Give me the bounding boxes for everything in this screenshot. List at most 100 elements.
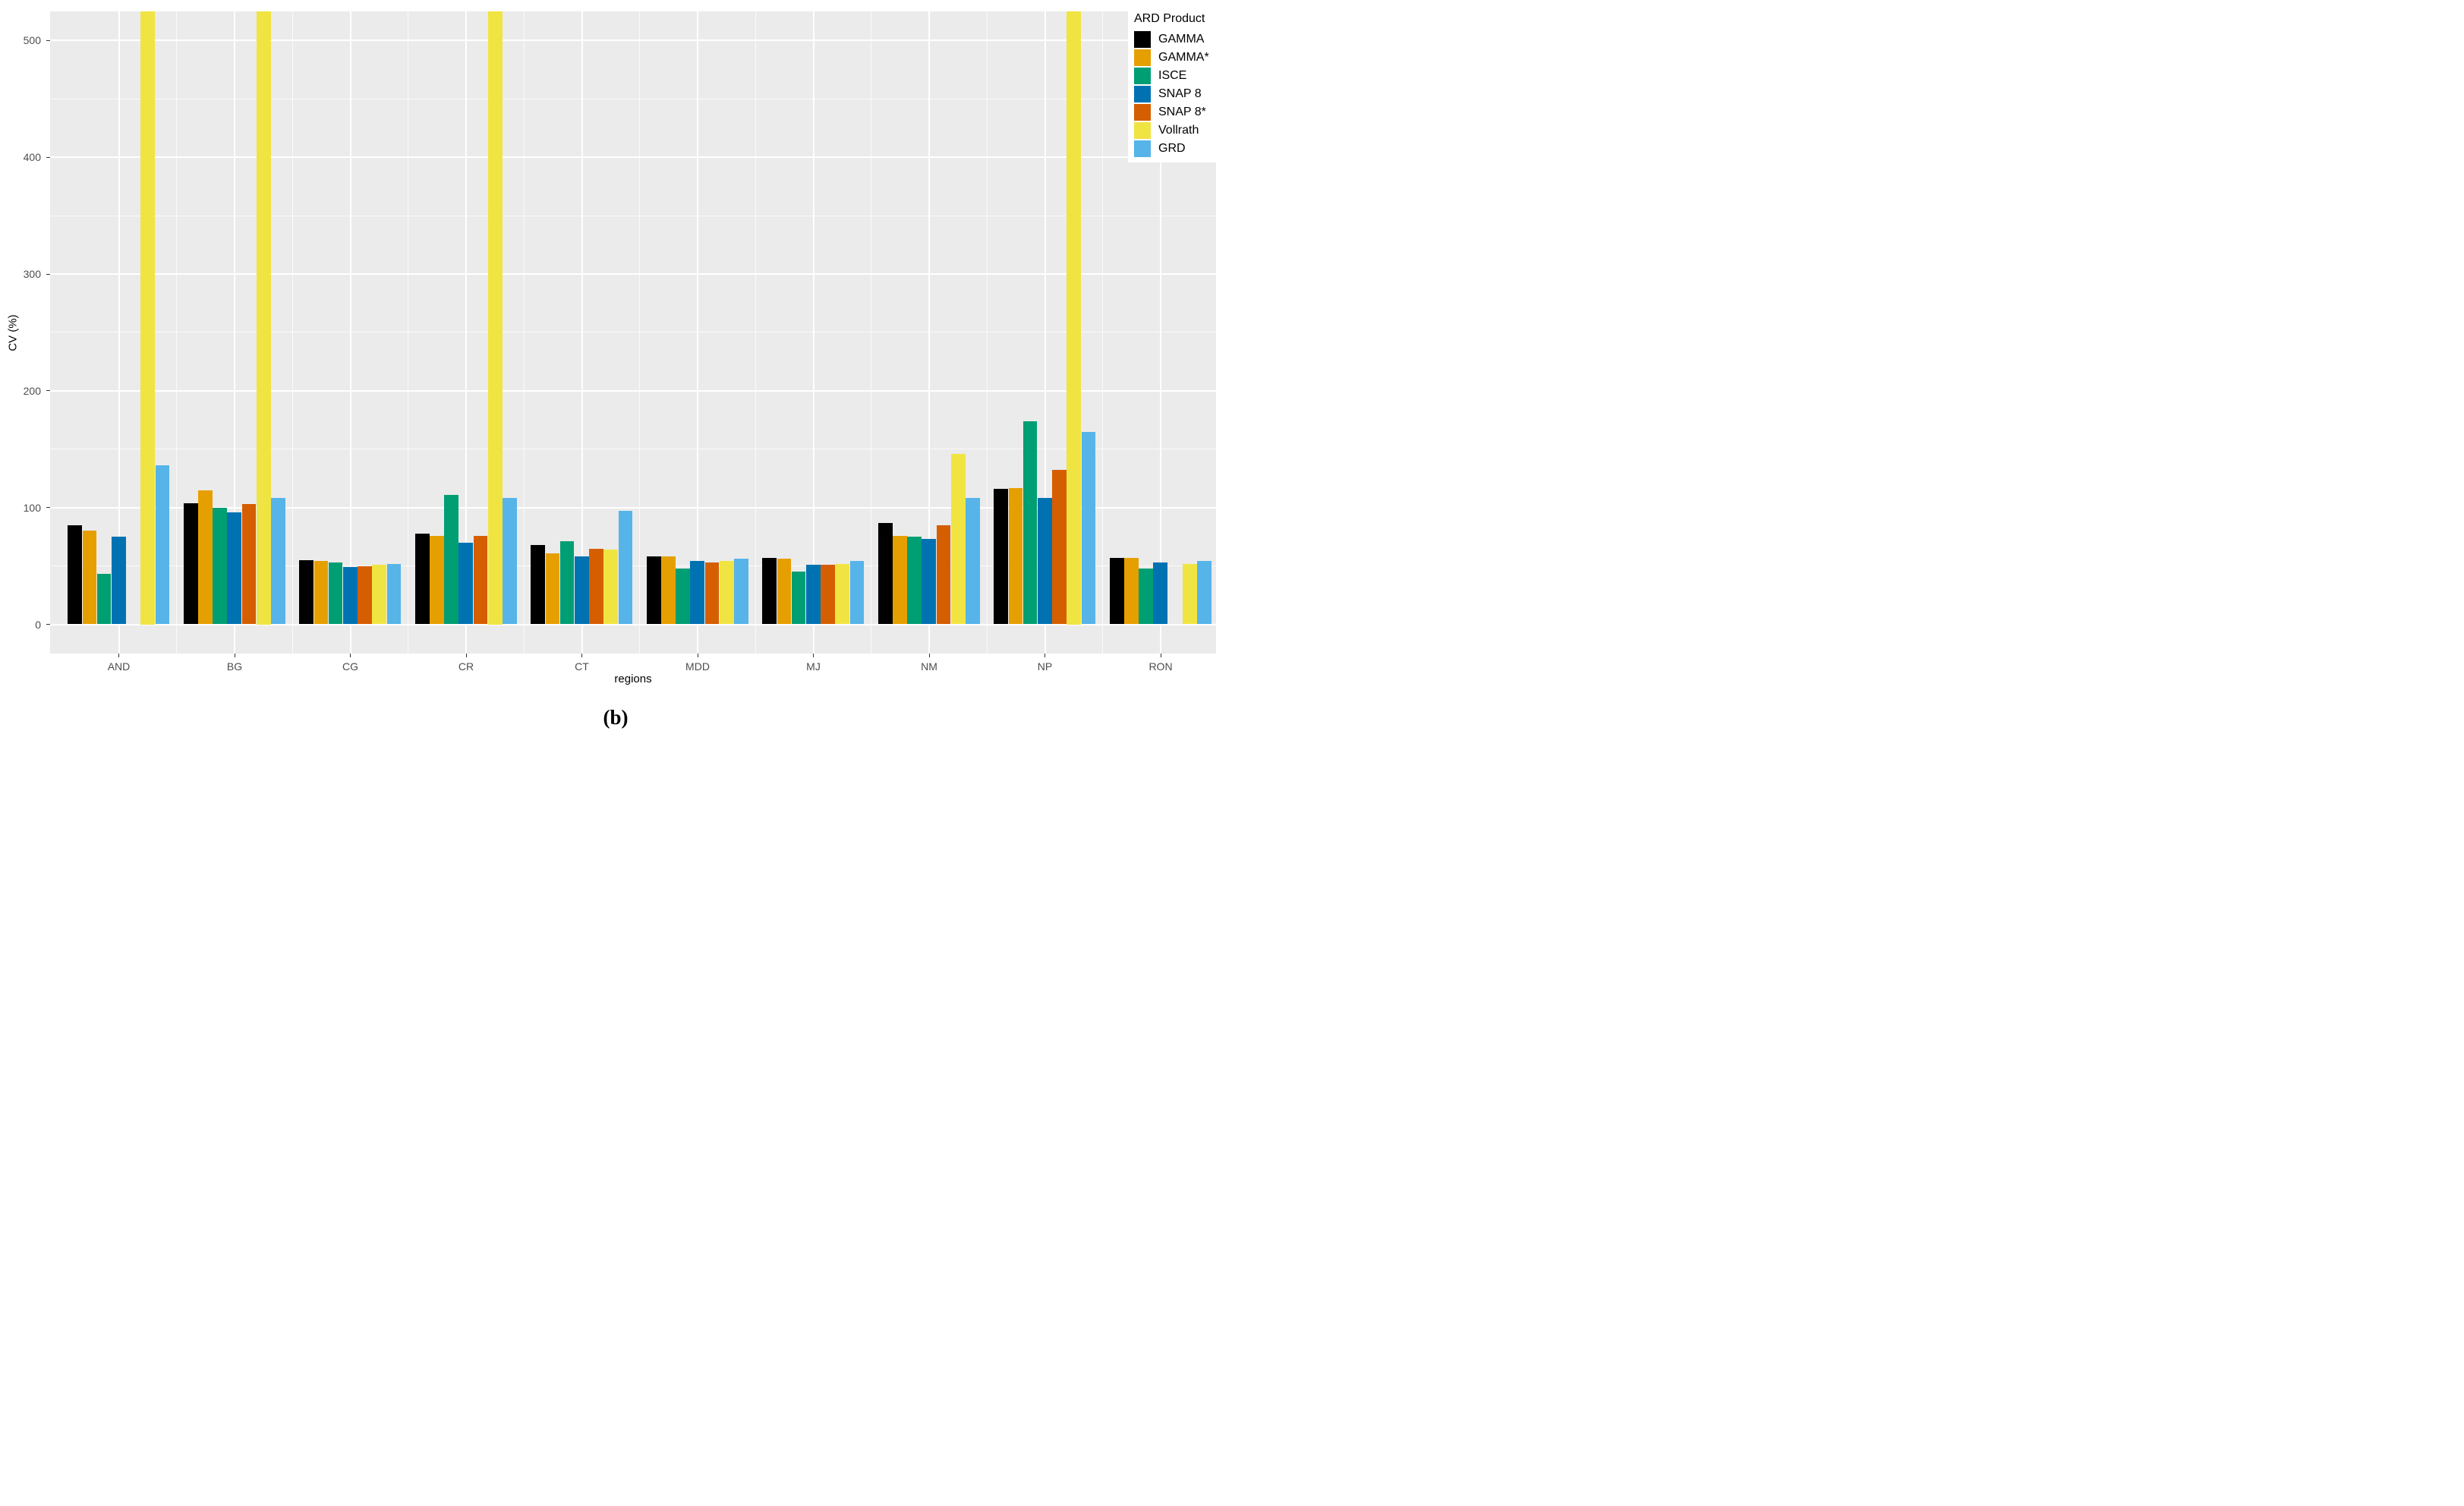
- bar-SNAP 8*-CT: [589, 548, 603, 625]
- x-tick-label-CR: CR: [458, 660, 474, 673]
- bar-GRD-MJ: [849, 561, 865, 625]
- bar-SNAP 8-NM: [922, 539, 937, 625]
- x-tick-label-NP: NP: [1037, 660, 1053, 673]
- legend-entry-label: GAMMA*: [1158, 50, 1209, 64]
- legend-entry-GAMMA: GAMMA: [1134, 30, 1232, 48]
- legend-entry-label: SNAP 8*: [1158, 105, 1206, 118]
- y-tick-200: [46, 390, 50, 392]
- bar-GAMMA*-NM: [893, 535, 907, 625]
- bar-SNAP 8-RON: [1153, 562, 1168, 625]
- legend-entry-label: Vollrath: [1158, 123, 1199, 137]
- bar-GAMMA-RON: [1109, 557, 1124, 625]
- legend: ARD Product GAMMA GAMMA* ISCE SNAP 8 SNAP 8*…: [1128, 8, 1232, 162]
- bar-SNAP 8*-NP: [1052, 470, 1067, 625]
- legend-entry-ISCE: ISCE: [1134, 67, 1232, 84]
- bar-SNAP 8-NP: [1037, 498, 1052, 625]
- bar-Vollrath-BG: [256, 11, 271, 625]
- gridline-major-y-400: [50, 156, 1216, 159]
- bar-GRD-NP: [1081, 431, 1096, 625]
- bar-SNAP 8*-MJ: [821, 565, 835, 625]
- bar-GRD-CR: [503, 498, 517, 625]
- gridline-minor-x-BG: [291, 11, 293, 654]
- bar-SNAP 8-CR: [458, 542, 474, 625]
- bar-GRD-CT: [618, 511, 633, 625]
- bar-SNAP 8-CG: [342, 567, 358, 625]
- x-axis-title: regions: [614, 673, 652, 685]
- x-tick-label-CT: CT: [575, 660, 589, 673]
- bar-ISCE-CT: [559, 541, 575, 625]
- y-tick-label-200: 200: [23, 384, 41, 397]
- gridline-major-x-NM: [928, 11, 930, 654]
- gridline-major-x-AND: [118, 11, 120, 654]
- x-tick-CG: [350, 654, 351, 657]
- x-tick-label-NM: NM: [921, 660, 937, 673]
- bar-GAMMA-CT: [531, 544, 546, 625]
- bar-GAMMA*-NP: [1008, 487, 1023, 625]
- gridline-minor-x-MDD: [755, 11, 756, 654]
- x-tick-label-BG: BG: [226, 660, 243, 673]
- x-tick-CR: [465, 654, 467, 657]
- bar-GAMMA-MDD: [646, 556, 661, 625]
- bar-GAMMA*-RON: [1124, 557, 1139, 625]
- gridline-major-x-RON: [1160, 11, 1161, 654]
- legend-key-swatch-GAMMA: [1134, 30, 1151, 48]
- bar-GRD-NM: [966, 498, 980, 625]
- x-tick-label-CG: CG: [342, 660, 358, 673]
- x-tick-label-RON: RON: [1149, 660, 1173, 673]
- bar-Vollrath-CT: [603, 550, 619, 625]
- gridline-major-x-MDD: [697, 11, 698, 654]
- bar-GAMMA-AND: [68, 525, 83, 625]
- bar-ISCE-MDD: [676, 568, 690, 625]
- bar-SNAP 8*-CR: [473, 535, 488, 625]
- bar-SNAP 8*-MDD: [704, 562, 720, 625]
- figure-caption: (b): [603, 706, 629, 729]
- bar-SNAP 8*-NM: [936, 525, 951, 625]
- legend-key-swatch-ISCE: [1134, 67, 1151, 84]
- x-tick-NM: [928, 654, 930, 657]
- bar-GRD-MDD: [734, 559, 748, 625]
- gridline-major-x-CT: [581, 11, 583, 654]
- bar-GRD-RON: [1197, 561, 1212, 625]
- y-tick-500: [46, 39, 50, 41]
- bar-GRD-CG: [386, 563, 402, 625]
- x-tick-CT: [581, 654, 582, 657]
- legend-entry-label: ISCE: [1158, 68, 1187, 82]
- legend-entry-GAMMA*: GAMMA*: [1134, 49, 1232, 66]
- legend-title: ARD Product: [1134, 12, 1205, 25]
- gridline-minor-x-NP: [1102, 11, 1104, 654]
- gridline-major-y-0: [50, 623, 1216, 625]
- x-tick-label-MJ: MJ: [806, 660, 821, 673]
- bar-ISCE-CG: [328, 562, 343, 625]
- legend-key-swatch-SNAP 8*: [1134, 103, 1151, 121]
- legend-entry-SNAP 8: SNAP 8: [1134, 85, 1232, 102]
- bar-Vollrath-MDD: [719, 561, 734, 625]
- gridline-major-x-NP: [1044, 11, 1046, 654]
- y-tick-label-100: 100: [23, 501, 41, 514]
- bar-ISCE-CR: [444, 494, 458, 625]
- bar-GAMMA*-CG: [314, 561, 329, 625]
- bar-SNAP 8-MDD: [690, 561, 705, 625]
- gridline-major-y-500: [50, 39, 1216, 42]
- legend-key-swatch-GRD: [1134, 140, 1151, 157]
- x-tick-label-MDD: MDD: [685, 660, 710, 673]
- bar-ISCE-MJ: [791, 572, 806, 625]
- legend-entry-GRD: GRD: [1134, 140, 1232, 157]
- bar-GAMMA*-MDD: [661, 556, 676, 625]
- bar-SNAP 8*-BG: [241, 504, 257, 625]
- bar-ISCE-AND: [96, 574, 112, 625]
- bar-Vollrath-CR: [487, 11, 503, 625]
- bar-GAMMA-CR: [414, 533, 430, 625]
- legend-entry-label: SNAP 8: [1158, 87, 1202, 100]
- bar-GAMMA*-MJ: [777, 559, 792, 625]
- gridline-major-y-100: [50, 506, 1216, 509]
- bar-GRD-AND: [155, 465, 170, 625]
- bar-SNAP 8-MJ: [805, 565, 821, 625]
- legend-entry-label: GRD: [1158, 141, 1186, 155]
- bar-Vollrath-RON: [1182, 563, 1197, 625]
- bar-ISCE-BG: [213, 507, 227, 625]
- y-tick-label-500: 500: [23, 34, 41, 47]
- gridline-minor-x-CR: [523, 11, 525, 654]
- bar-Vollrath-MJ: [835, 563, 850, 625]
- gridline-minor-x-AND: [176, 11, 178, 654]
- bar-GAMMA*-BG: [198, 490, 213, 625]
